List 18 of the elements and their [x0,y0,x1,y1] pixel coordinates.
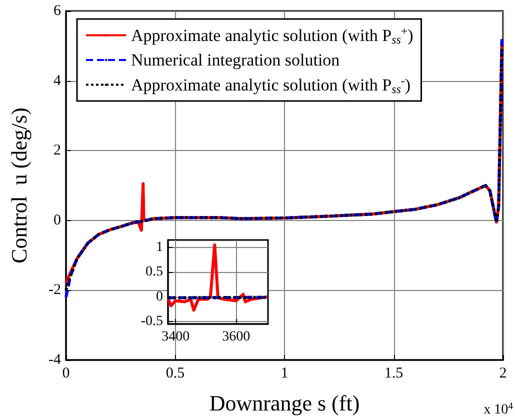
y-tick-label: 2 [54,142,61,159]
y-tick-label: -4 [48,352,62,368]
legend-label: Numerical integration solution [131,50,340,70]
x-tick-label: 1.5 [384,366,404,382]
y-tick-label: 6 [54,3,62,19]
y-tick-label: 0 [54,212,61,228]
y-axis-title: Control u (deg/s) [6,108,32,264]
x-axis-title: Downrange s (ft) [209,390,360,416]
y-tick-label: -0.5 [140,314,163,330]
y-tick-label: 0.5 [146,264,163,280]
y-tick-label: 4 [54,72,62,89]
x-tick-label: 3400 [162,330,190,344]
x-tick-label: 2 [499,366,507,382]
x-tick-label: 1 [280,366,288,382]
y-tick-label: -2 [48,282,61,298]
y-tick-label: 1 [156,240,163,255]
y-tick-label: 0 [156,289,163,304]
x-tick-label: 3600 [222,330,250,344]
